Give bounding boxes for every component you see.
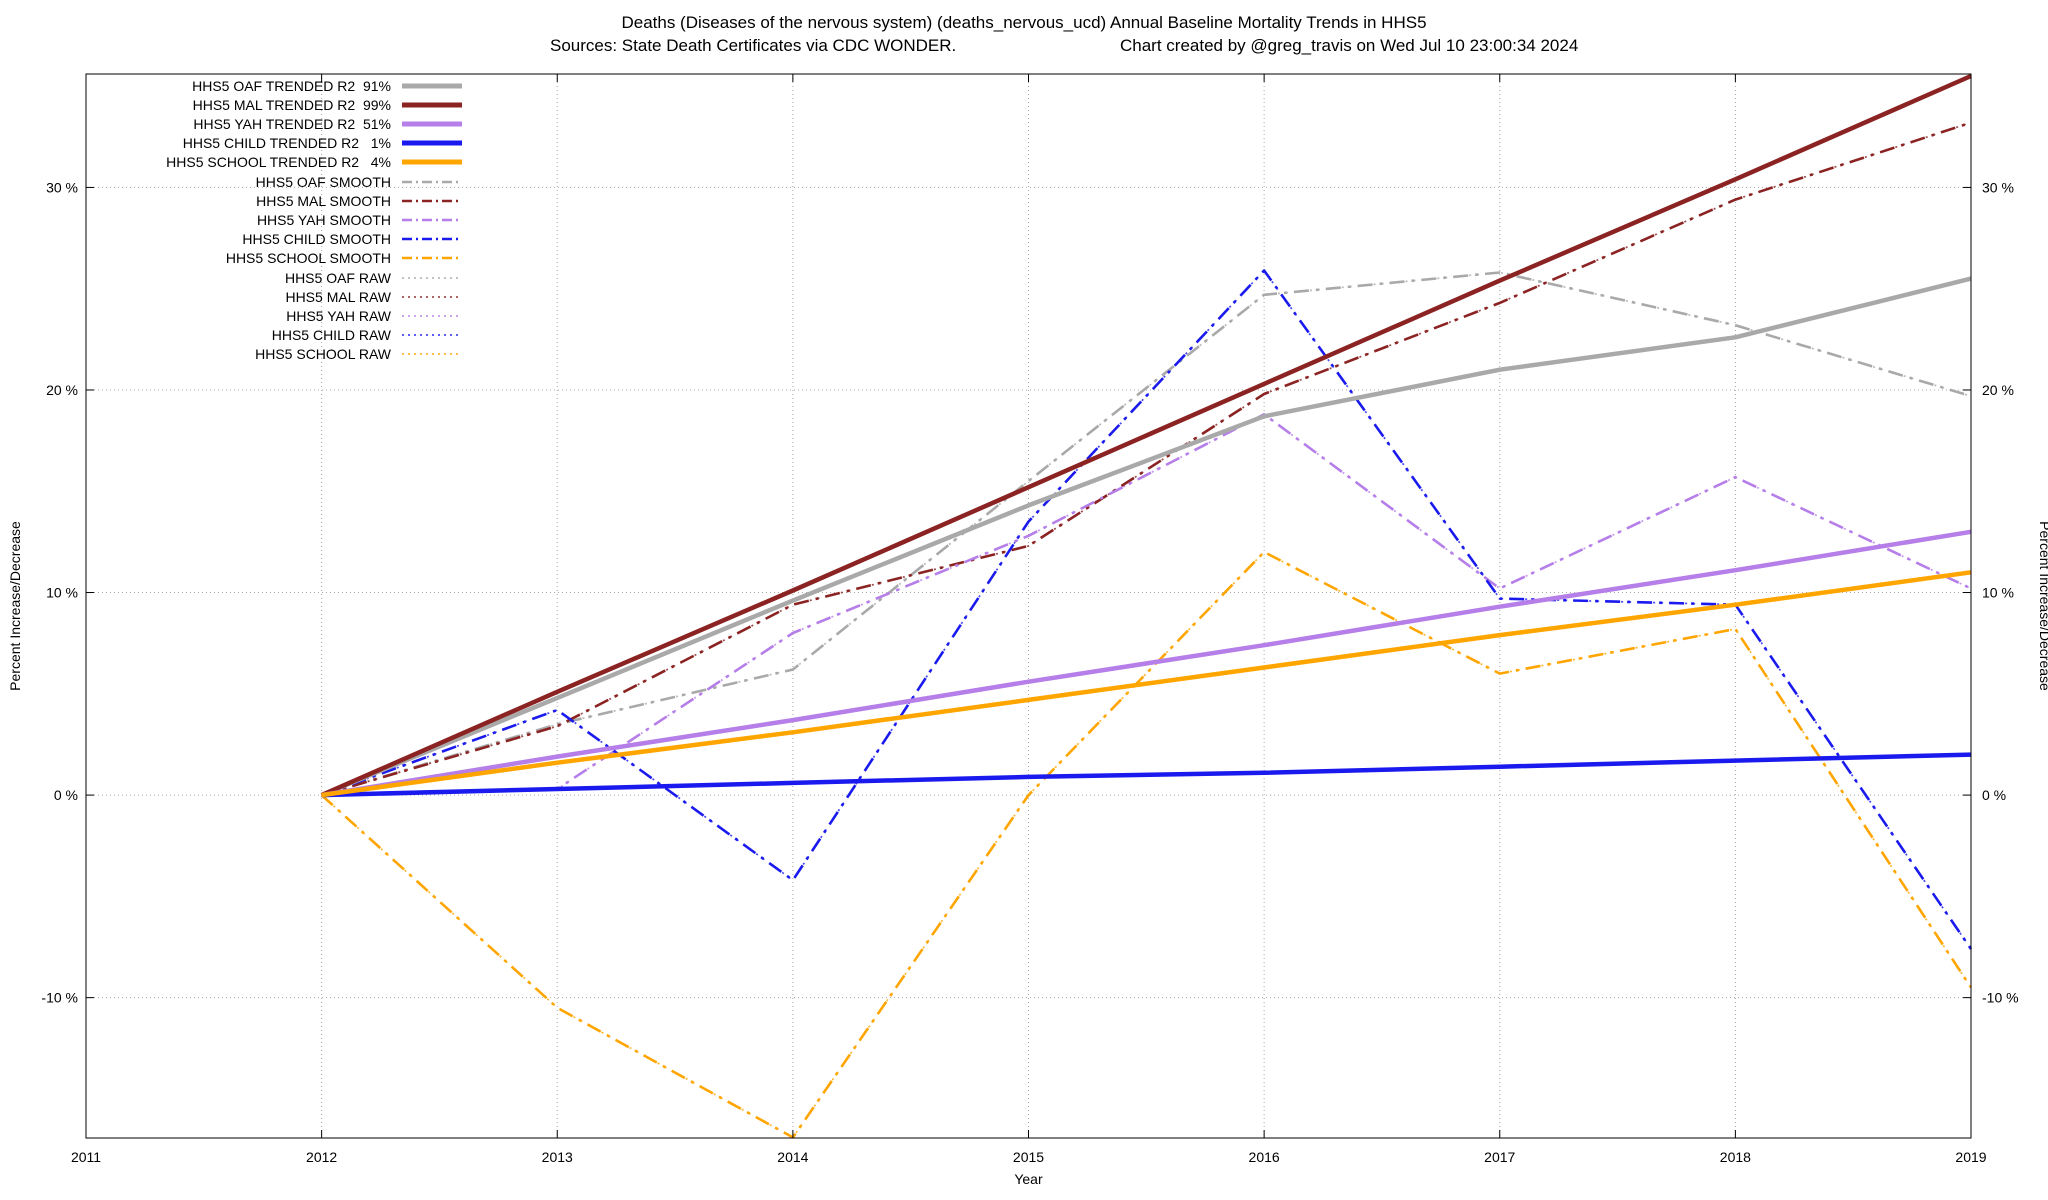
legend-label: HHS5 OAF TRENDED R2 91% (192, 77, 391, 94)
legend-item-hhs5-oaf-raw: HHS5 OAF RAW (60, 268, 464, 287)
legend-item-hhs5-oaf-smooth: HHS5 OAF SMOOTH (60, 172, 464, 191)
y-tick-label-right-30: 30 % (1982, 179, 2014, 195)
chart-title: Deaths (Diseases of the nervous system) … (621, 13, 1427, 32)
legend-label: HHS5 CHILD RAW (271, 327, 391, 344)
series-line-hhs5-mal-trended (320, 73, 1972, 798)
legend-item-hhs5-child-smooth: HHS5 CHILD SMOOTH (60, 230, 464, 249)
legend-swatch-raw-line-icon (402, 315, 462, 317)
legend-swatch-raw-line-icon (402, 334, 462, 336)
x-tick-label-2011: 2011 (71, 1149, 101, 1165)
y-axis-label-left: Percent Increase/Decrease (7, 521, 23, 691)
legend-label: HHS5 YAH TRENDED R2 51% (193, 115, 391, 132)
x-tick-label-2019: 2019 (1955, 1149, 1986, 1165)
legend-item-hhs5-mal-raw: HHS5 MAL RAW (60, 287, 464, 306)
y-tick-label-right-0: 0 % (1982, 787, 2006, 803)
series-line-hhs5-child-smooth (321, 269, 1973, 950)
legend-label: HHS5 OAF SMOOTH (255, 173, 391, 190)
x-tick-label-2016: 2016 (1249, 1149, 1280, 1165)
x-tick-label-2018: 2018 (1720, 1149, 1751, 1165)
legend-item-hhs5-yah-raw: HHS5 YAH RAW (60, 306, 464, 325)
y-tick-label-left--10: -10 % (41, 990, 78, 1006)
legend-item-hhs5-oaf-trended: HHS5 OAF TRENDED R2 91% (60, 76, 464, 95)
legend-item-hhs5-school-smooth: HHS5 SCHOOL SMOOTH (60, 249, 464, 268)
legend-label: HHS5 MAL SMOOTH (256, 192, 391, 209)
x-tick-label-2013: 2013 (542, 1149, 573, 1165)
legend-label: HHS5 CHILD SMOOTH (242, 231, 391, 248)
series-line-hhs5-school-raw (321, 551, 1972, 1139)
y-tick-label-left-20: 20 % (46, 382, 78, 398)
y-tick-label-left-30: 30 % (46, 179, 78, 195)
legend-label: HHS5 YAH SMOOTH (256, 211, 391, 228)
x-tick-label-2014: 2014 (777, 1149, 808, 1165)
legend-item-hhs5-mal-smooth: HHS5 MAL SMOOTH (60, 191, 464, 210)
x-axis-label: Year (1014, 1171, 1043, 1187)
y-tick-label-right-10: 10 % (1982, 585, 2014, 601)
y-tick-label-left-0: 0 % (54, 787, 78, 803)
y-axis-label-right: Percent Increase/Decrease (2037, 521, 2048, 691)
legend-label: HHS5 SCHOOL SMOOTH (225, 250, 391, 267)
legend-item-hhs5-mal-trended: HHS5 MAL TRENDED R2 99% (60, 95, 464, 114)
x-tick-label-2015: 2015 (1013, 1149, 1044, 1165)
series-line-hhs5-mal-smooth (321, 121, 1972, 797)
series-line-hhs5-child-trended (321, 752, 1972, 798)
legend-label: HHS5 SCHOOL TRENDED R2 4% (166, 154, 391, 171)
legend-swatch-trend-line-icon (402, 83, 462, 88)
legend-swatch-smooth-line-icon (402, 218, 462, 222)
series-line-hhs5-school-smooth (320, 550, 1973, 1139)
legend-swatch-smooth-line-icon (402, 180, 462, 183)
legend-label: HHS5 CHILD TRENDED R2 1% (182, 135, 391, 152)
legend-swatch-raw-line-icon (402, 276, 462, 279)
legend-label: HHS5 MAL TRENDED R2 99% (192, 96, 391, 113)
series-line-hhs5-school-trended (321, 570, 1972, 798)
x-tick-label-2017: 2017 (1484, 1149, 1515, 1165)
legend-swatch-smooth-line-icon (402, 199, 462, 202)
x-tick-label-2012: 2012 (306, 1149, 337, 1165)
legend-item-hhs5-school-trended: HHS5 SCHOOL TRENDED R2 4% (60, 153, 464, 172)
legend-swatch-trend-line-icon (402, 140, 462, 146)
legend-item-hhs5-school-raw: HHS5 SCHOOL RAW (60, 345, 464, 364)
legend-swatch-trend-line-icon (402, 121, 462, 127)
legend-item-hhs5-yah-smooth: HHS5 YAH SMOOTH (60, 210, 464, 229)
legend-swatch-trend-line-icon (402, 102, 462, 108)
series-line-hhs5-oaf-raw (321, 271, 1972, 796)
legend-item-hhs5-yah-trended: HHS5 YAH TRENDED R2 51% (60, 114, 464, 133)
legend-swatch-raw-line-icon (402, 353, 462, 356)
legend-label: HHS5 SCHOOL RAW (255, 346, 391, 363)
legend-label: HHS5 YAH RAW (286, 307, 391, 324)
y-tick-label-right--10: -10 % (1982, 990, 2019, 1006)
legend-swatch-smooth-line-icon (402, 256, 462, 260)
legend-swatch-trend-line-icon (402, 159, 462, 165)
series-line-hhs5-child-raw (321, 269, 1972, 950)
y-tick-label-right-20: 20 % (1982, 382, 2014, 398)
legend-swatch-raw-line-icon (402, 295, 462, 298)
legend-swatch-smooth-line-icon (402, 237, 462, 241)
series-line-hhs5-oaf-smooth (321, 271, 1972, 797)
chart-sources: Sources: State Death Certificates via CD… (550, 36, 957, 55)
series-line-hhs5-yah-smooth (321, 412, 1972, 797)
legend-label: HHS5 MAL RAW (285, 288, 391, 305)
legend-label: HHS5 OAF RAW (284, 269, 391, 286)
series-line-hhs5-yah-trended (321, 529, 1972, 798)
series-line-hhs5-oaf-trended (320, 276, 1972, 798)
legend-item-hhs5-child-trended: HHS5 CHILD TRENDED R2 1% (60, 134, 464, 153)
chart-credit: Chart created by @greg_travis on Wed Jul… (1120, 36, 1579, 55)
y-tick-label-left-10: 10 % (46, 585, 78, 601)
legend-item-hhs5-child-raw: HHS5 CHILD RAW (60, 326, 464, 345)
